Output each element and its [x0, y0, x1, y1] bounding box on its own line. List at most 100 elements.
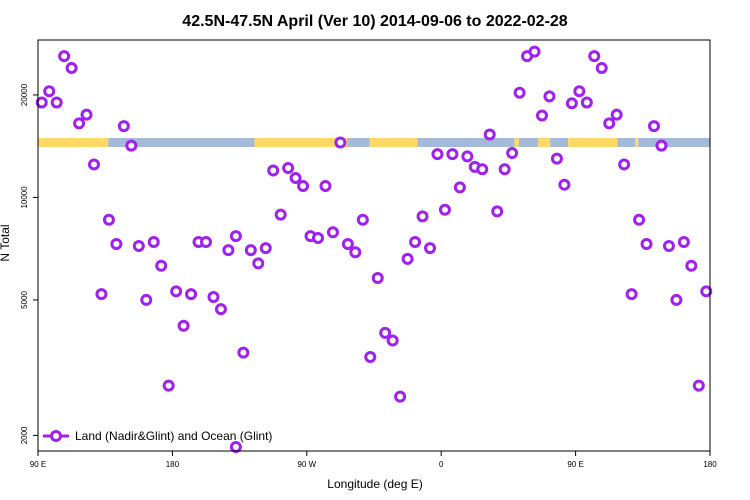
y-tick-label: 5000 — [20, 290, 29, 308]
data-point — [483, 128, 496, 141]
data-point — [424, 242, 436, 255]
y-tick-label: 20000 — [20, 83, 29, 106]
data-point — [595, 61, 608, 74]
data-point — [132, 240, 145, 253]
data-point — [506, 147, 519, 160]
data-points — [35, 45, 713, 453]
legend-label: Land (Nadir&Glint) and Ocean (Glint) — [75, 429, 272, 443]
data-point — [580, 96, 593, 109]
legend: Land (Nadir&Glint) and Ocean (Glint) — [43, 429, 272, 443]
data-point — [214, 303, 227, 316]
band-segment-land — [369, 137, 418, 147]
y-axis-label: N Total — [0, 224, 12, 261]
data-point — [491, 205, 504, 218]
data-point — [633, 213, 646, 226]
data-point — [229, 440, 242, 453]
data-point — [700, 285, 713, 298]
data-point — [536, 109, 548, 122]
data-point — [274, 208, 287, 221]
band-segment-land — [568, 137, 618, 147]
data-point — [625, 288, 638, 301]
data-point — [356, 213, 369, 226]
data-point — [267, 164, 280, 177]
data-point — [409, 235, 422, 248]
legend-marker — [50, 430, 62, 442]
data-point — [147, 235, 160, 248]
data-point — [73, 117, 86, 130]
data-point — [588, 50, 601, 63]
data-point — [371, 271, 384, 284]
data-point — [618, 158, 631, 171]
data-point — [259, 242, 272, 255]
data-point — [200, 235, 212, 248]
data-point — [655, 139, 668, 152]
x-axis: 90 E 180 90 W 0 90 E 180 — [30, 451, 717, 469]
data-point — [65, 61, 78, 74]
band-segment-land — [635, 137, 639, 147]
data-point — [476, 163, 489, 176]
data-point — [102, 213, 115, 226]
data-point — [416, 210, 429, 223]
data-point — [312, 232, 324, 245]
data-point — [386, 334, 399, 347]
data-point — [80, 108, 93, 121]
data-point — [319, 180, 332, 193]
data-point — [603, 117, 616, 130]
band-segment-land — [538, 137, 551, 147]
band-segment-ocean — [347, 137, 370, 147]
data-point — [364, 350, 377, 363]
band-segment-land — [38, 137, 109, 147]
data-point — [88, 158, 100, 171]
band-segment-ocean — [617, 137, 636, 147]
data-point — [677, 235, 690, 248]
data-point — [453, 181, 466, 194]
x-tick-label: 90 E — [30, 460, 46, 469]
data-point — [565, 97, 578, 110]
band-segment-ocean — [417, 137, 515, 147]
data-point — [140, 293, 153, 306]
x-tick-label: 90 E — [567, 460, 583, 469]
data-point — [550, 152, 563, 165]
data-point — [573, 85, 586, 98]
data-point — [648, 120, 660, 133]
y-tick-label: 2000 — [20, 426, 29, 444]
data-point — [401, 252, 414, 265]
data-point — [379, 326, 392, 339]
data-point — [326, 226, 339, 239]
data-point — [170, 285, 183, 298]
x-axis-label: Longitude (deg E) — [327, 477, 422, 491]
y-tick-label: 10000 — [20, 186, 29, 209]
data-point — [252, 257, 265, 270]
land-ocean-band — [38, 137, 710, 147]
data-point — [282, 162, 295, 175]
data-point — [95, 288, 108, 301]
data-point — [155, 259, 168, 272]
data-point — [177, 319, 190, 332]
data-point — [334, 136, 347, 149]
plot-frame — [37, 39, 711, 452]
band-segment-ocean — [108, 137, 255, 147]
data-point — [207, 291, 220, 304]
data-point — [58, 50, 71, 63]
data-point — [685, 259, 698, 272]
data-point — [35, 96, 48, 109]
data-point — [222, 244, 235, 257]
data-point — [662, 240, 675, 253]
band-segment-ocean — [550, 137, 569, 147]
data-point — [394, 390, 407, 403]
data-point — [513, 86, 526, 99]
data-point — [461, 150, 474, 163]
data-point — [498, 163, 511, 176]
chart-title: 42.5N-47.5N April (Ver 10) 2014-09-06 to… — [182, 13, 568, 30]
data-point — [244, 244, 257, 257]
data-point — [670, 293, 683, 306]
data-point — [50, 96, 63, 109]
data-point — [185, 288, 198, 301]
x-tick-label: 90 W — [297, 460, 316, 469]
data-point — [297, 180, 310, 193]
data-point — [438, 203, 451, 216]
data-point — [610, 108, 623, 121]
data-point — [237, 346, 250, 359]
